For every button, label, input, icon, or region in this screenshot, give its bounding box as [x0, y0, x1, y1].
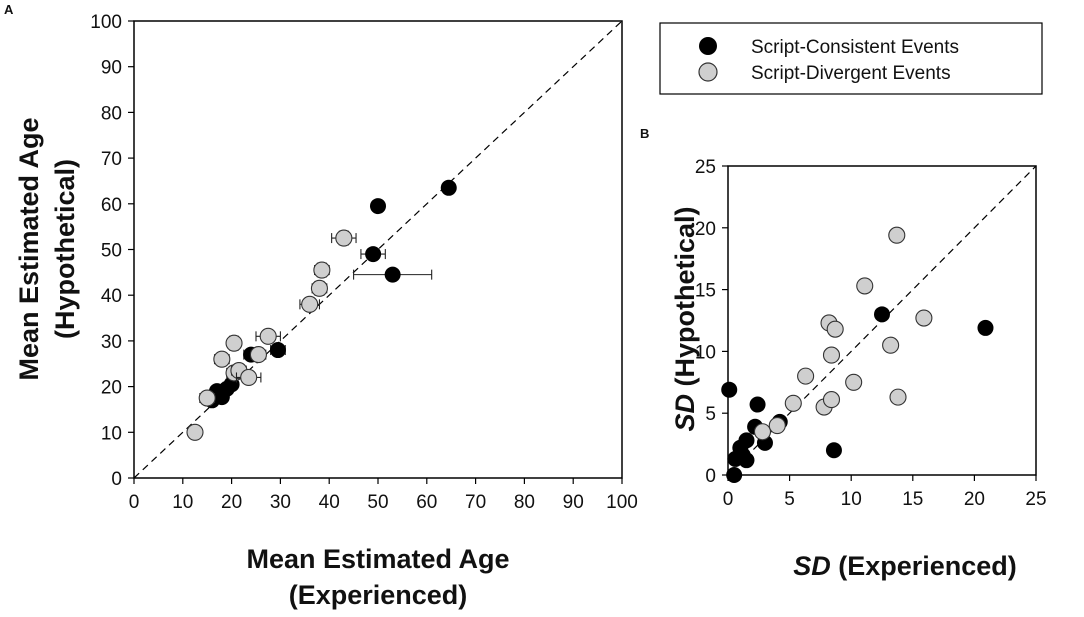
panel-a-x-tick-label: 100 — [606, 492, 638, 513]
panel-a-point-divergent — [213, 350, 231, 368]
panel-a-y-tick-label: 10 — [101, 423, 122, 444]
panel-a-points — [186, 179, 457, 441]
panel-a-y-tick-label: 50 — [101, 241, 122, 262]
panel-a-x-tick-label: 60 — [416, 492, 437, 513]
panel-b-point-consistent — [874, 306, 890, 323]
legend-marker-consistent — [699, 37, 717, 55]
panel-a-point-divergent — [259, 327, 277, 345]
panel-a-label: A — [4, 2, 14, 17]
panel-a-point-consistent — [269, 342, 286, 359]
legend: Script-Consistent Events Script-Divergen… — [659, 22, 1043, 95]
panel-a-x-tick-label: 20 — [221, 492, 242, 513]
panel-b-point-consistent — [721, 381, 738, 398]
panel-a-chart: A 0 10 20 30 40 50 60 70 80 90 100 0 10 20 30 40 50 60 70 8… — [4, 2, 638, 610]
panel-b-point-consistent — [749, 396, 766, 413]
panel-b-point-divergent — [768, 417, 786, 435]
panel-b-x-tick-label: 5 — [784, 489, 795, 510]
panel-a-y-tick-label: 70 — [101, 149, 122, 170]
panel-a-y-axis-title-line2: (Hypothetical) — [50, 159, 80, 339]
panel-b-y-tick-label: 20 — [695, 219, 716, 240]
panel-a-x-tick-label: 30 — [270, 492, 291, 513]
panel-b-point-divergent — [915, 309, 933, 327]
panel-a-x-tick-label: 40 — [319, 492, 340, 513]
panel-b-y-axis-title-rest: (Hypothetical) — [670, 206, 700, 394]
panel-a-point-divergent — [198, 389, 216, 407]
panel-b-x-axis-title-rest: (Experienced) — [831, 551, 1017, 581]
legend-box — [659, 22, 1043, 95]
panel-b-x-tick-label: 25 — [1025, 489, 1046, 510]
panel-b-point-divergent — [784, 394, 802, 412]
panel-b-points — [721, 226, 994, 483]
panel-b-label: B — [640, 126, 649, 141]
panel-a-x-tick-label: 70 — [465, 492, 486, 513]
panel-b-x-tick-label: 10 — [841, 489, 862, 510]
legend-label-consistent: Script-Consistent Events — [751, 37, 959, 58]
panel-b-point-divergent — [882, 336, 900, 354]
panel-b-y-tick-label: 5 — [705, 404, 716, 425]
panel-b-x-tick-label: 15 — [902, 489, 923, 510]
panel-a-ticks: 0 10 20 30 40 50 60 70 80 90 100 0 10 20 30 40 50 60 70 80 9… — [90, 12, 638, 513]
panel-a-point-consistent — [370, 198, 386, 215]
panel-b-point-divergent — [826, 320, 844, 338]
panel-b-point-divergent — [845, 373, 863, 391]
panel-b-point-divergent — [889, 388, 907, 406]
panel-b-x-axis-title: SD (Experienced) — [793, 551, 1017, 581]
panel-a-y-tick-label: 0 — [111, 469, 122, 490]
panel-a-y-tick-label: 100 — [90, 12, 122, 33]
panel-a-y-tick-label: 60 — [101, 195, 122, 216]
panel-a-point-divergent — [240, 368, 258, 387]
legend-marker-divergent — [698, 62, 718, 82]
panel-b-point-divergent — [753, 423, 772, 441]
panel-a-y-tick-label: 20 — [101, 378, 122, 399]
panel-a-point-divergent — [310, 279, 328, 297]
panel-b-y-tick-label: 25 — [695, 157, 716, 178]
panel-b-x-tick-label: 20 — [964, 489, 985, 510]
panel-b-y-axis-title: SD (Hypothetical) — [670, 206, 700, 431]
panel-a-point-divergent — [186, 423, 204, 441]
panel-b-x-tick-label: 0 — [723, 489, 734, 510]
panel-b-point-divergent — [888, 226, 906, 244]
panel-a-point-divergent — [335, 229, 353, 247]
panel-a-point-consistent — [365, 246, 382, 263]
panel-a-x-tick-label: 10 — [172, 492, 193, 513]
panel-b-plot-frame — [727, 165, 1037, 476]
panel-b-point-consistent — [738, 432, 755, 449]
panel-a-point-divergent — [301, 295, 319, 313]
panel-b-point-consistent — [825, 442, 842, 459]
panel-b-y-tick-label: 10 — [695, 342, 716, 363]
panel-a-point-consistent — [440, 179, 457, 196]
panel-a-y-axis-title-line1: Mean Estimated Age — [14, 117, 44, 380]
panel-a-x-tick-label: 0 — [129, 492, 140, 513]
panel-a-x-axis-title-line2: (Experienced) — [289, 580, 468, 610]
panel-a-point-divergent — [249, 346, 267, 364]
panel-b-point-divergent — [822, 346, 841, 364]
panel-a-point-consistent — [384, 266, 401, 283]
panel-a-point-divergent — [313, 261, 331, 279]
panel-b-point-consistent — [738, 452, 755, 469]
panel-b-point-divergent — [822, 391, 841, 409]
panel-a-y-tick-label: 40 — [101, 286, 122, 307]
panel-a-point-divergent — [225, 334, 243, 352]
panel-a-y-tick-label: 90 — [101, 58, 122, 79]
panel-a-x-tick-label: 50 — [367, 492, 388, 513]
panel-b-y-tick-label: 15 — [695, 281, 716, 302]
legend-label-divergent: Script-Divergent Events — [751, 63, 951, 84]
panel-b-point-divergent — [797, 367, 815, 385]
panel-b-y-axis-title-italic: SD — [670, 394, 700, 432]
panel-a-y-tick-label: 80 — [101, 103, 122, 124]
panel-a-x-tick-label: 90 — [563, 492, 584, 513]
panel-a-x-tick-label: 80 — [514, 492, 535, 513]
panel-a-x-axis-title-line1: Mean Estimated Age — [246, 544, 509, 574]
panel-b-point-consistent — [726, 467, 743, 483]
panel-a-y-tick-label: 30 — [101, 332, 122, 353]
panel-b-point-divergent — [856, 277, 874, 295]
panel-b-x-axis-title-italic: SD — [793, 551, 831, 581]
panel-b-point-consistent — [977, 319, 994, 336]
panel-b-y-tick-label: 0 — [705, 466, 716, 487]
